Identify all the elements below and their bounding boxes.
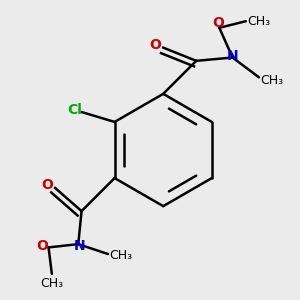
Text: O: O <box>41 178 53 192</box>
Text: CH₃: CH₃ <box>40 277 63 290</box>
Text: O: O <box>37 239 49 253</box>
Text: N: N <box>227 49 239 63</box>
Text: CH₃: CH₃ <box>248 15 271 28</box>
Text: Cl: Cl <box>68 103 82 117</box>
Text: O: O <box>212 16 224 30</box>
Text: CH₃: CH₃ <box>261 74 284 87</box>
Text: O: O <box>149 38 161 52</box>
Text: N: N <box>74 239 86 253</box>
Text: CH₃: CH₃ <box>110 249 133 262</box>
